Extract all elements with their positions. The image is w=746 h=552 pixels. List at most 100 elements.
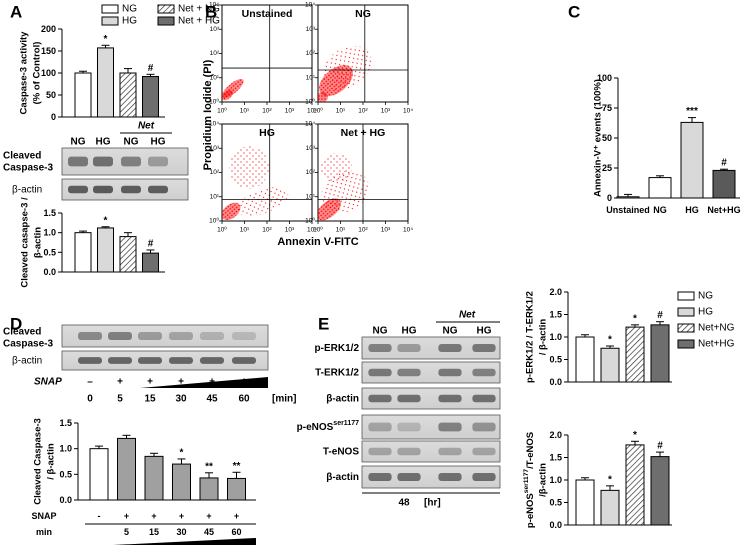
blot-band [472, 394, 496, 403]
blot-strip [361, 440, 501, 463]
x-tick-label: 10³ [381, 227, 391, 234]
panel-letter: C [568, 3, 580, 22]
bar [616, 196, 640, 199]
y-tick-label: 10³ [306, 26, 316, 33]
significance-label: * [633, 430, 637, 441]
x-tick-label: 10² [358, 227, 368, 234]
blot-band [121, 185, 141, 194]
y-tick-label: 1.5 [549, 453, 562, 463]
blot-strip [361, 361, 501, 384]
blot-band [232, 357, 256, 364]
bar [119, 72, 137, 118]
significance-label: *** [686, 106, 698, 117]
blot-band [438, 394, 462, 403]
group-label: Net [138, 121, 155, 132]
lane-label: HG [151, 137, 166, 148]
row-label: Caspase-3 [3, 339, 53, 350]
y-tick-label: 1.5 [59, 418, 72, 428]
significance-label: # [148, 238, 154, 249]
y-tick-label: 2.0 [549, 287, 562, 297]
legend-label: Net + HG [178, 16, 220, 27]
blot-band [397, 473, 421, 481]
y-tick-label: 10⁴ [305, 2, 315, 9]
bar [144, 455, 164, 501]
y-tick-label: 10⁰ [209, 217, 219, 225]
row-label: p-eNOSser1177 [297, 420, 359, 433]
y-tick-label: 10⁴ [209, 121, 219, 128]
treatment-sign: + [151, 511, 156, 521]
y-tick-label: 200 [41, 24, 56, 34]
blot-band [397, 447, 421, 456]
y-tick-label: 10³ [210, 145, 220, 152]
blot-band [200, 357, 224, 364]
x-tick-label: 10¹ [240, 108, 250, 115]
blot-strip [361, 387, 501, 410]
blot-band [138, 332, 162, 340]
y-axis-label: p-eNOSser1177/T-eNOS [523, 432, 536, 528]
treatment-sign: + [124, 511, 129, 521]
time-label: 45 [206, 394, 218, 405]
y-tick-label: 1.0 [59, 444, 72, 454]
x-tick-label: 10² [358, 108, 368, 115]
y-axis-label: / β-actin [46, 443, 57, 480]
blot-strip [361, 336, 501, 360]
y-axis-label-tail: /T-eNOS [525, 432, 536, 469]
x-tick-label: HG [685, 205, 699, 215]
y-axis-label: Cleaved Caspase-3 [33, 418, 44, 505]
legend-swatch [157, 4, 175, 14]
legend-label: NG [698, 291, 713, 302]
x-tick-label: 5 [124, 527, 129, 537]
bar [680, 121, 704, 199]
y-tick-label: 0 [51, 112, 56, 122]
bar [172, 463, 191, 501]
time-label: 30 [175, 394, 187, 405]
panel-title: Net + HG [341, 127, 386, 139]
bar [712, 169, 736, 199]
legend-label: HG [122, 16, 137, 27]
panel-letter: A [10, 3, 22, 22]
treatment-label: SNAP [34, 377, 62, 388]
row-label: Cleaved [3, 151, 41, 162]
legend-swatch [677, 307, 695, 317]
y-tick-label: 0.0 [43, 267, 56, 277]
blot-band [368, 368, 392, 377]
y-tick-label: 50 [602, 133, 612, 143]
y-tick-label: 10⁴ [305, 121, 315, 128]
y-tick-label: 0 [607, 193, 612, 203]
dose-wedge [140, 377, 268, 388]
plot-area [222, 78, 244, 101]
legend-swatch [677, 339, 695, 349]
row-label-main: p-eNOS [297, 422, 334, 433]
x-axis-label: Annexin V-FITC [277, 236, 358, 248]
x-tick-label: 10⁰ [313, 226, 323, 234]
y-tick-label: 10⁰ [305, 98, 315, 106]
significance-label: * [104, 215, 108, 226]
y-axis-label: (% of Control) [32, 42, 43, 105]
plot-area [318, 153, 369, 221]
x-tick-label: 10⁴ [307, 227, 317, 234]
blot-strip [61, 350, 269, 371]
x-tick-label: 30 [176, 527, 186, 537]
treatment-sign: – [87, 377, 93, 388]
bar [142, 76, 159, 118]
blot-band [438, 344, 462, 352]
x-tick-label: 10⁴ [403, 108, 413, 115]
y-tick-label: 0.5 [549, 355, 562, 365]
significance-label: * [104, 34, 108, 45]
blot-band [169, 332, 193, 340]
blot-band [472, 473, 496, 481]
x-tick-label: 60 [231, 527, 241, 537]
blot-band [368, 394, 392, 403]
significance-label: # [721, 158, 727, 169]
y-tick-label: 150 [41, 46, 56, 56]
lane-label: NG [71, 137, 86, 148]
row-label: β-actin [326, 472, 359, 483]
bar [648, 177, 672, 199]
panel-letter: B [205, 3, 217, 22]
y-axis-label: Propidium Iodide (PI) [202, 59, 214, 170]
y-axis-label: p-ERK1/2 / T-ERK1/2 [525, 291, 536, 383]
treatment-sign: + [234, 511, 239, 521]
legend-swatch [677, 323, 695, 333]
y-axis-label: /β-actin [538, 463, 549, 497]
legend-label: Net + NG [178, 4, 220, 15]
